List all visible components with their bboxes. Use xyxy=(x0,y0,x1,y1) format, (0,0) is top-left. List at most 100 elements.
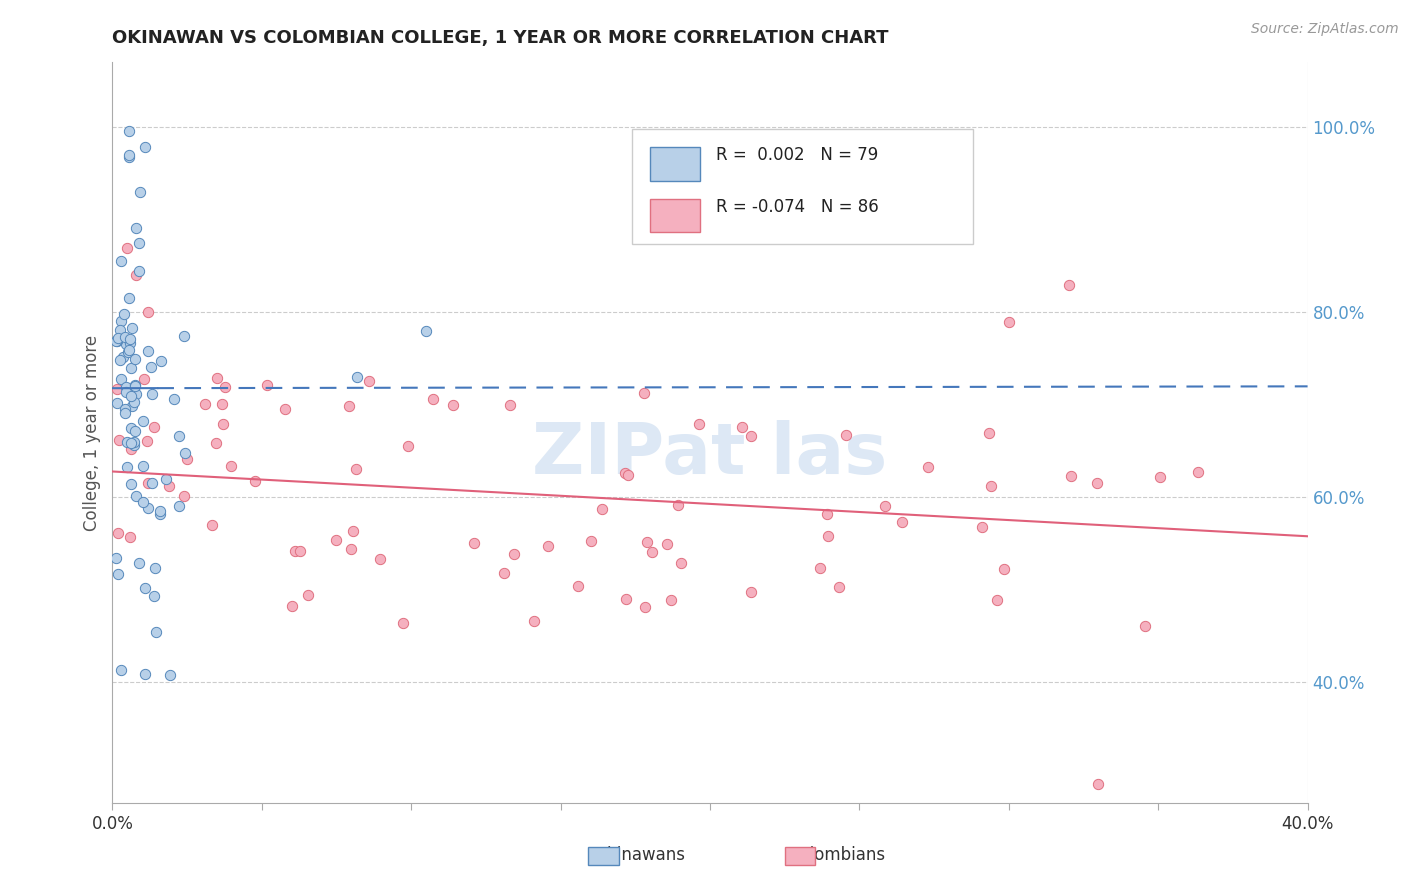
Point xyxy=(201,518,224,533)
Point xyxy=(104,551,127,566)
Point xyxy=(132,414,155,428)
Point xyxy=(124,424,146,438)
Point xyxy=(1085,476,1108,491)
Point xyxy=(124,379,146,393)
Point xyxy=(998,315,1021,329)
Point xyxy=(875,499,897,513)
Point xyxy=(1135,619,1157,633)
Text: OKINAWAN VS COLOMBIAN COLLEGE, 1 YEAR OR MORE CORRELATION CHART: OKINAWAN VS COLOMBIAN COLLEGE, 1 YEAR OR… xyxy=(112,29,889,47)
Point xyxy=(194,397,217,411)
Point xyxy=(273,402,295,417)
Text: R =  0.002   N = 79: R = 0.002 N = 79 xyxy=(716,146,879,164)
Point xyxy=(422,392,444,406)
Point xyxy=(143,420,166,434)
Y-axis label: College, 1 year or more: College, 1 year or more xyxy=(83,334,101,531)
Point xyxy=(117,344,139,359)
Point xyxy=(115,434,138,449)
Point xyxy=(817,529,839,543)
Point xyxy=(441,398,464,412)
Point xyxy=(173,329,195,343)
Point xyxy=(121,399,143,413)
Point xyxy=(125,268,148,283)
Point xyxy=(115,384,138,399)
Point xyxy=(972,520,994,534)
Point xyxy=(112,307,135,321)
Point xyxy=(117,240,139,255)
Point xyxy=(149,504,172,518)
Point xyxy=(110,314,132,328)
Point xyxy=(115,459,138,474)
Point xyxy=(917,460,939,475)
Point xyxy=(415,324,437,338)
Point xyxy=(655,537,678,551)
Point xyxy=(138,305,160,319)
Point xyxy=(688,417,710,431)
Point xyxy=(143,561,166,575)
Point xyxy=(890,515,912,529)
Point xyxy=(141,475,163,490)
Point xyxy=(342,524,364,539)
Point xyxy=(118,530,141,544)
Point xyxy=(120,389,142,403)
Point xyxy=(669,557,692,571)
Point xyxy=(150,354,173,368)
Point xyxy=(977,425,1000,440)
Point xyxy=(835,427,858,442)
Text: Source: ZipAtlas.com: Source: ZipAtlas.com xyxy=(1251,22,1399,37)
Point xyxy=(537,540,560,554)
Point xyxy=(120,421,142,435)
Point xyxy=(666,498,689,512)
Point xyxy=(105,382,128,396)
Point xyxy=(136,434,159,448)
Point xyxy=(986,592,1008,607)
Point xyxy=(740,429,762,443)
Point xyxy=(163,392,186,407)
Point xyxy=(105,396,128,410)
Point xyxy=(808,561,831,575)
Point xyxy=(134,581,156,595)
Point xyxy=(136,344,159,359)
Point xyxy=(256,378,278,392)
Point xyxy=(118,336,141,351)
Point xyxy=(118,148,141,162)
Point xyxy=(346,370,368,384)
Point xyxy=(145,624,167,639)
Point xyxy=(392,615,415,630)
Point xyxy=(1187,465,1209,479)
Point xyxy=(503,547,526,561)
Point xyxy=(280,599,302,614)
Point xyxy=(132,371,155,385)
Point xyxy=(167,428,190,442)
Point xyxy=(297,588,319,602)
Point xyxy=(132,495,155,509)
Point xyxy=(124,434,146,449)
Point xyxy=(396,439,419,453)
Point xyxy=(616,467,638,482)
Point xyxy=(731,420,754,434)
Point xyxy=(173,489,195,503)
FancyBboxPatch shape xyxy=(651,199,700,232)
Point xyxy=(114,406,136,420)
Point xyxy=(118,151,141,165)
Point xyxy=(993,562,1015,576)
Point xyxy=(463,535,485,549)
Point xyxy=(121,321,143,335)
Point xyxy=(815,508,838,522)
Point xyxy=(284,544,307,558)
FancyBboxPatch shape xyxy=(651,147,700,181)
FancyBboxPatch shape xyxy=(633,129,973,244)
Point xyxy=(339,541,361,556)
Point xyxy=(211,397,233,411)
Point xyxy=(136,475,159,490)
Point xyxy=(344,462,367,476)
Text: ZIPat las: ZIPat las xyxy=(533,420,887,490)
Text: Colombians: Colombians xyxy=(787,846,886,863)
Point xyxy=(155,472,177,486)
Point xyxy=(132,458,155,473)
Point xyxy=(579,533,602,548)
Point xyxy=(634,600,657,615)
Point xyxy=(124,352,146,367)
Point xyxy=(114,330,136,344)
Point xyxy=(205,371,228,385)
Point xyxy=(105,334,128,348)
